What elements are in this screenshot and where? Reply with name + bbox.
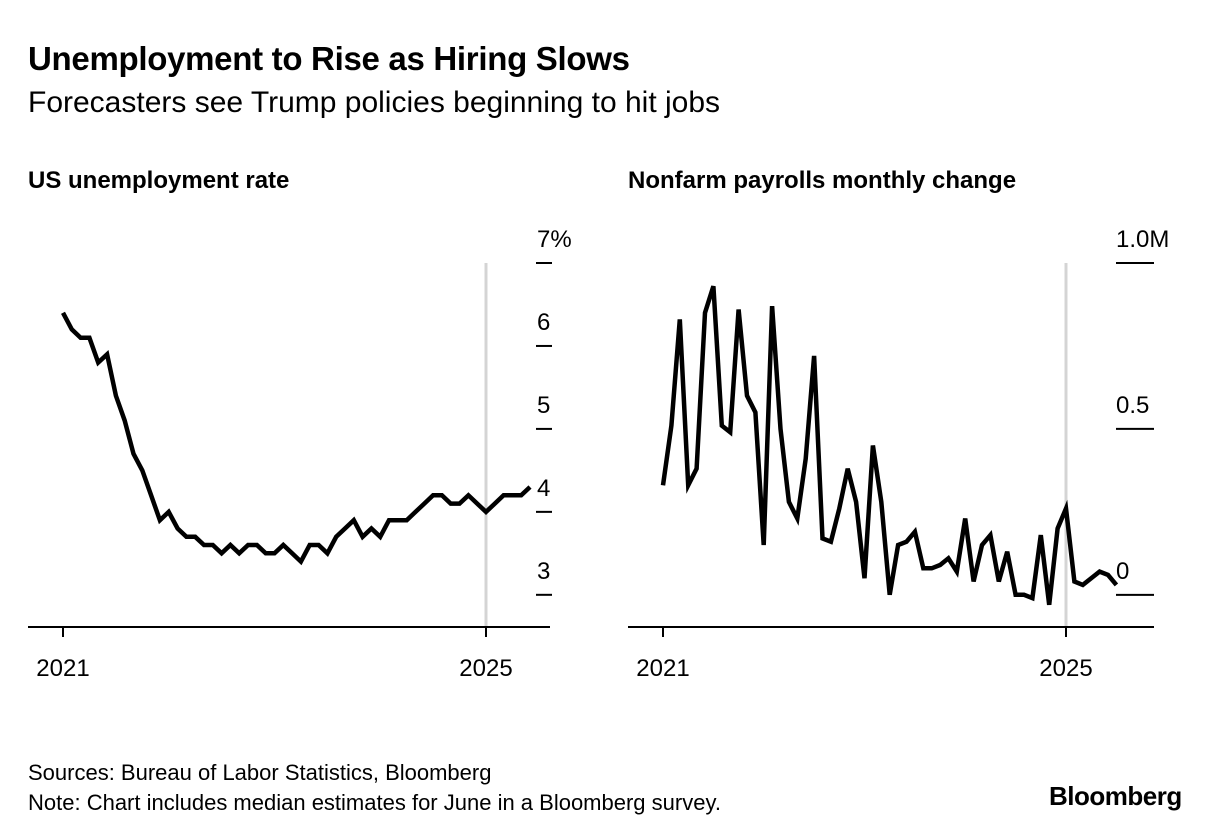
left-y-tick-label-1: 6 <box>537 309 550 336</box>
right-x-tick-label-2025: 2025 <box>1039 655 1092 682</box>
chart-main-title: Unemployment to Rise as Hiring Slows <box>28 40 630 77</box>
left-x-tick-label-2025: 2025 <box>459 655 512 682</box>
right-series-line <box>660 285 1119 606</box>
sources-note: Sources: Bureau of Labor Statistics, Blo… <box>28 760 492 785</box>
right-y-tick-label-0: 1.0M <box>1116 226 1169 253</box>
left-y-tick-label-2: 5 <box>537 392 550 419</box>
left-series-line <box>61 311 532 566</box>
right-x-tick-label-2021: 2021 <box>636 655 689 682</box>
left-y-tick-label-3: 4 <box>537 475 550 502</box>
left-y-tick-label-0: 7% <box>537 226 572 253</box>
right-y-tick-label-1: 0.5 <box>1116 392 1149 419</box>
chart-subtitle: Forecasters see Trump policies beginning… <box>28 86 721 119</box>
left-x-tick-label-2021: 2021 <box>36 655 89 682</box>
left-chart-title: US unemployment rate <box>28 167 290 194</box>
left-y-tick-label-4: 3 <box>537 558 550 585</box>
bloomberg-logo: Bloomberg <box>1049 781 1182 811</box>
right-chart-title: Nonfarm payrolls monthly change <box>628 167 1017 194</box>
footnote: Note: Chart includes median estimates fo… <box>28 790 721 815</box>
right-y-tick-label-2: 0 <box>1116 558 1129 585</box>
